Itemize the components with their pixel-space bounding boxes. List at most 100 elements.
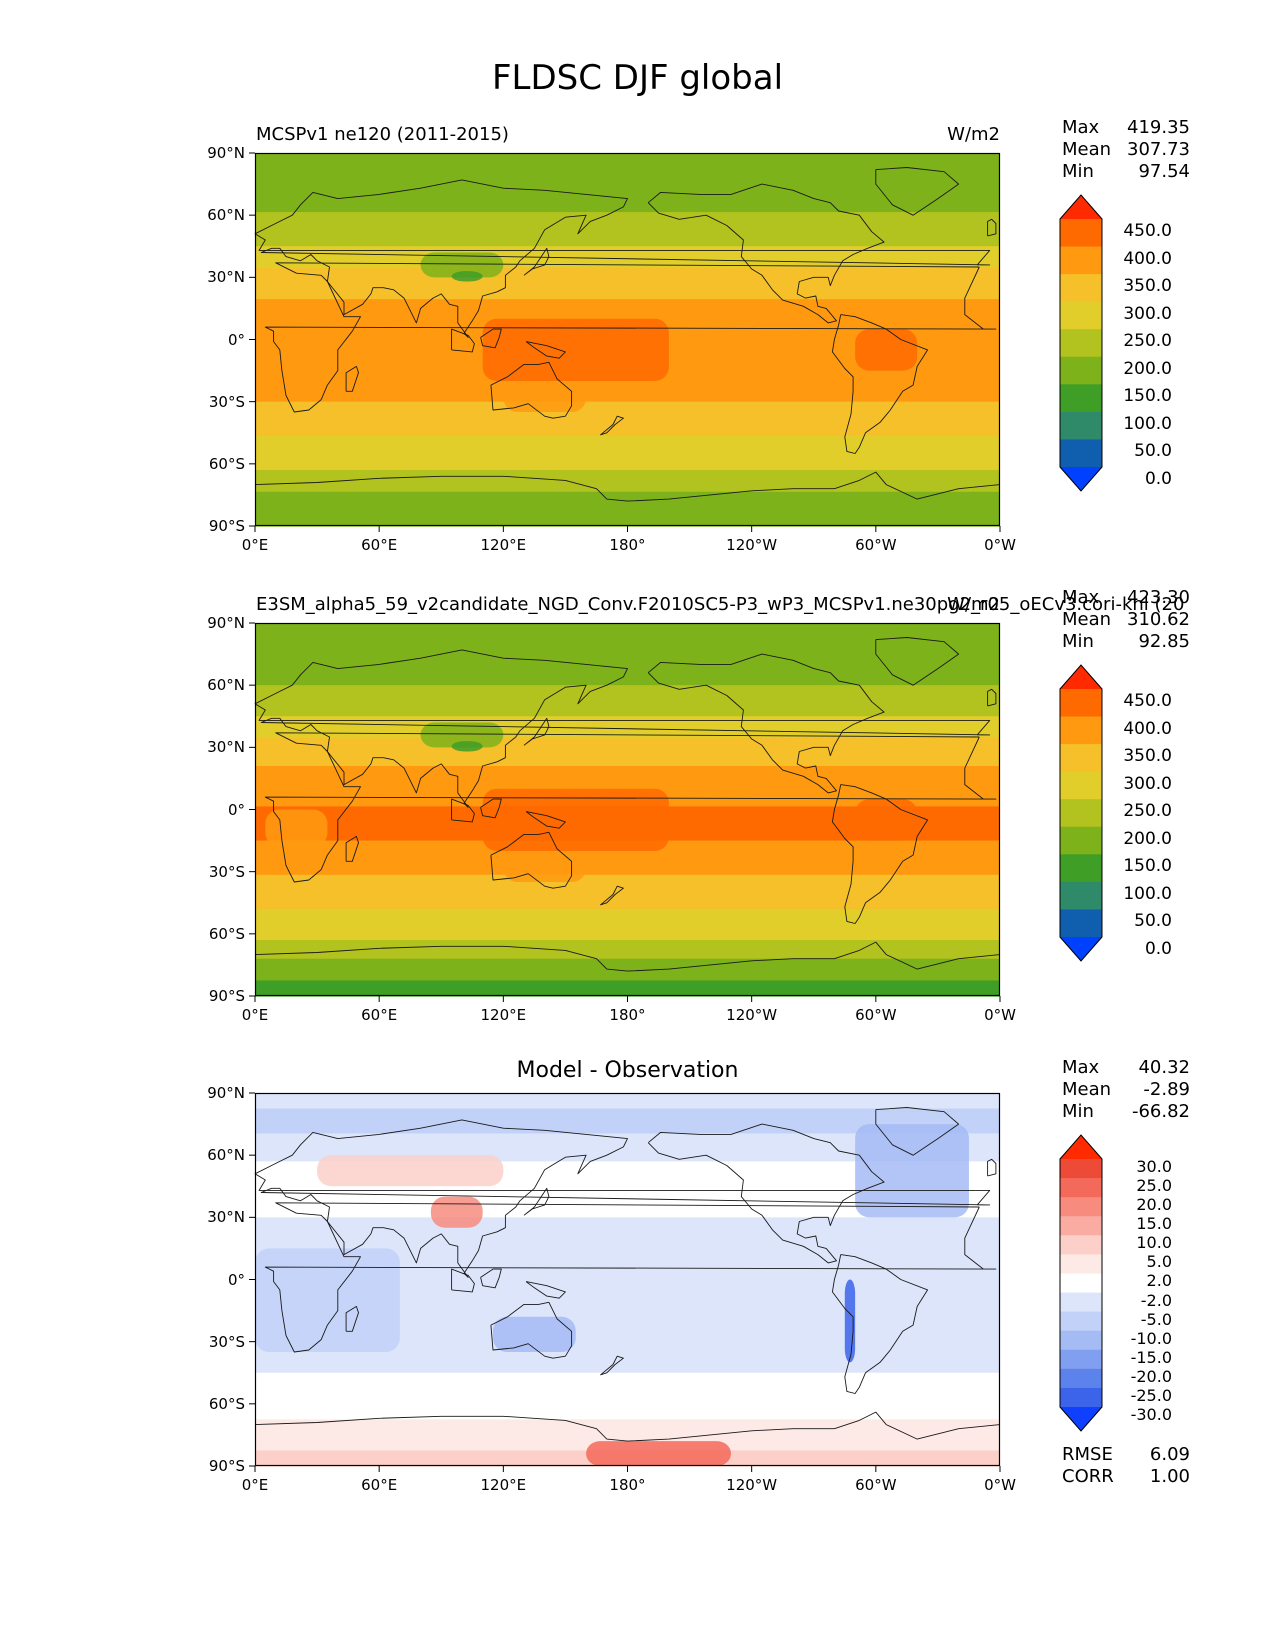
coastline [480,1268,502,1289]
map-band [255,1422,1000,1427]
map-band [255,650,1000,655]
colorbar-tick-label: 200.0 [1123,358,1172,379]
map-band [255,1217,1000,1222]
map-band [255,159,1000,163]
map-band [255,902,1000,907]
map-band [255,908,1000,913]
map-band [255,292,1000,297]
map-band [255,1276,1000,1281]
map-band [255,392,1000,397]
map-band [255,632,1000,637]
coastline [647,653,885,794]
panel1-units: W/m2 [947,124,1000,145]
map-band [255,1145,1000,1150]
lat-tick-label: 60°S [208,924,245,943]
map-band [255,379,1000,384]
colorbar-tick-label: -10.0 [1130,1328,1172,1348]
map-band [255,162,1000,167]
coastline [451,328,475,353]
colorbar-tick-label: 300.0 [1123,303,1172,324]
coastline [490,1301,573,1359]
map-band [255,691,1000,696]
map-band [255,731,1000,736]
map-patch [844,1279,856,1363]
map-band [255,716,1000,720]
coastline [490,361,573,419]
map-band [255,1369,1000,1374]
colorbar-tick-label: 25.0 [1136,1176,1172,1196]
map-patch [503,850,587,883]
map-band [255,1307,1000,1312]
coastline [254,941,1001,972]
colorbar-extend-bottom [1060,1407,1102,1431]
map-band [255,1117,1000,1122]
lat-tick-label: 30°N [207,268,245,287]
colorbar-extend-bottom [1060,467,1102,491]
colorbar-segment [1060,881,1102,910]
map-band [255,264,1000,269]
map-band [255,775,1000,780]
map-band [255,1173,1000,1178]
coastline [987,688,997,707]
map-band [255,1158,1000,1162]
colorbar-tick-label: -25.0 [1130,1385,1172,1405]
map-band [255,448,1000,452]
map-band [255,504,1000,508]
map-band [255,964,1000,969]
map-band [255,295,1000,300]
map-band [255,463,1000,468]
map-band [255,1400,1000,1405]
lon-tick-label: 0°E [241,536,269,554]
lon-tick-label: 180° [609,536,646,554]
map-band [255,1127,1000,1131]
lon-tick-label: 120°E [480,1476,527,1494]
map-band [255,1282,1000,1287]
map-band [255,1347,1000,1352]
map-band [255,1096,1000,1100]
colorbar-tick-label: 50.0 [1134,911,1172,932]
coastline [345,835,359,862]
map-band [255,187,1000,191]
map-band [255,1201,1000,1206]
map-band [255,218,1000,222]
map-band [255,308,1000,313]
map-band [255,488,1000,493]
lon-tick-label: 60°E [361,1476,398,1494]
map-band [255,971,1000,975]
map-band [255,1148,1000,1153]
map-band [255,688,1000,692]
map-band [255,1291,1000,1296]
panel1-stat-mean: Mean 307.73 [1062,139,1190,160]
colorbar-segment [1060,1159,1102,1179]
map-band [255,1366,1000,1371]
colorbar-segment [1060,1178,1102,1198]
panel1-stat-max: Max 419.35 [1062,117,1190,138]
colorbar-segment [1060,1292,1102,1313]
map-band [255,1242,1000,1246]
map-band [255,750,1000,755]
map-band [255,184,1000,188]
map-band [255,507,1000,512]
coastline [875,637,960,686]
lat-tick-label: 90°S [208,517,245,535]
map-band [255,1192,1000,1197]
map-band [255,927,1000,932]
map-band [255,1139,1000,1144]
lat-tick-label: 60°S [208,454,245,473]
lat-tick-label: 30°N [207,1208,245,1227]
map-band [255,700,1000,705]
map-band [255,989,1000,994]
map-band [255,952,1000,957]
lon-tick-label: 60°E [361,536,398,554]
map-band [255,1416,1000,1420]
map-band [255,1288,1000,1293]
map-band [255,983,1000,988]
map-band [255,466,1000,471]
coastline [254,1119,991,1278]
map-band [255,451,1000,456]
map-band [255,1180,1000,1184]
map-band [255,734,1000,739]
colorbar-tick-label: 150.0 [1123,856,1172,877]
panel3-title: Model - Observation [516,1058,739,1083]
map-band [255,747,1000,752]
